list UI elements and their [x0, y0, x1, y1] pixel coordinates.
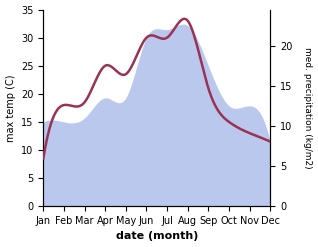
- Y-axis label: max temp (C): max temp (C): [5, 74, 16, 142]
- X-axis label: date (month): date (month): [116, 231, 198, 242]
- Y-axis label: med. precipitation (kg/m2): med. precipitation (kg/m2): [303, 47, 313, 169]
